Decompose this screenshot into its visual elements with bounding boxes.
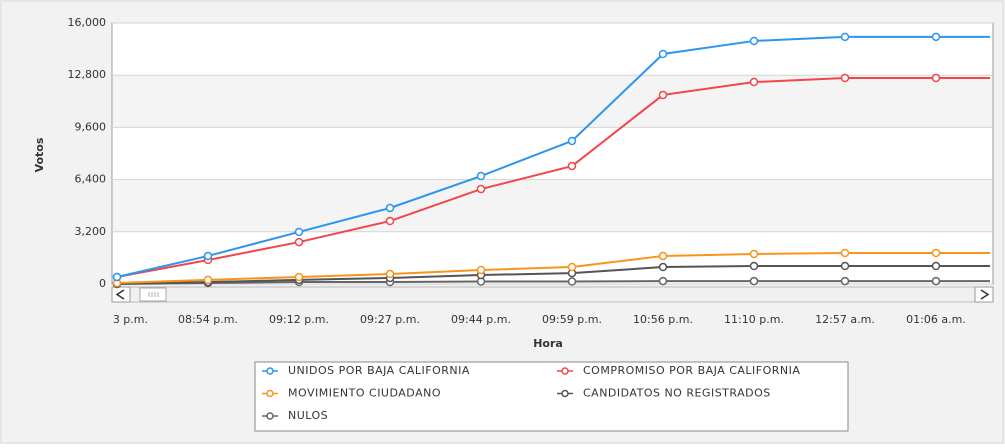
data-point [933, 263, 940, 270]
x-tick-label: 09:12 p.m. [269, 313, 329, 326]
plot-band [113, 75, 992, 127]
scroll-thumb[interactable] [140, 288, 166, 301]
x-tick-label: 10:56 p.m. [633, 313, 693, 326]
legend-label: UNIDOS POR BAJA CALIFORNIA [288, 364, 470, 377]
data-point [387, 218, 394, 225]
data-point [478, 186, 485, 193]
data-point [569, 137, 576, 144]
x-tick-label: 3 p.m. [113, 313, 148, 326]
legend-label: COMPROMISO POR BAJA CALIFORNIA [583, 364, 800, 377]
data-point [205, 276, 212, 283]
y-tick-label: 0 [99, 277, 106, 290]
data-point [660, 278, 667, 285]
data-point [933, 250, 940, 257]
data-point [842, 33, 849, 40]
data-point [569, 264, 576, 271]
data-point [296, 228, 303, 235]
data-point [660, 91, 667, 98]
data-point [387, 271, 394, 278]
legend-marker [562, 391, 568, 397]
data-point [842, 250, 849, 257]
x-tick-label: 09:27 p.m. [360, 313, 420, 326]
x-tick-label: 01:06 a.m. [906, 313, 966, 326]
data-point [842, 263, 849, 270]
y-tick-label: 12,800 [68, 68, 107, 81]
data-point [751, 278, 758, 285]
legend-marker [267, 413, 273, 419]
scroll-right[interactable] [975, 287, 993, 302]
x-tick-label: 11:10 p.m. [724, 313, 784, 326]
data-point [751, 250, 758, 257]
legend-marker [267, 391, 273, 397]
scroll-track[interactable] [112, 287, 993, 302]
data-point [933, 33, 940, 40]
legend-label: MOVIMIENTO CIUDADANO [288, 387, 441, 400]
legend-marker [562, 368, 568, 374]
data-point [205, 252, 212, 259]
data-point [933, 74, 940, 81]
y-tick-label: 3,200 [75, 225, 107, 238]
legend-label: NULOS [288, 409, 328, 422]
data-point [478, 266, 485, 273]
data-point [660, 252, 667, 259]
x-tick-label: 09:59 p.m. [542, 313, 602, 326]
data-point [842, 74, 849, 81]
data-point [751, 263, 758, 270]
data-point [387, 204, 394, 211]
data-point [569, 163, 576, 170]
data-point [296, 273, 303, 280]
scrollbar[interactable] [112, 287, 993, 302]
data-point [751, 79, 758, 86]
data-point [478, 173, 485, 180]
data-point [569, 278, 576, 285]
data-point [660, 50, 667, 57]
y-tick-label: 6,400 [75, 173, 107, 186]
data-point [751, 37, 758, 44]
y-tick-label: 9,600 [75, 120, 107, 133]
scroll-left[interactable] [112, 287, 130, 302]
data-point [296, 239, 303, 246]
x-axis-label: Hora [533, 337, 563, 350]
plot-area [112, 23, 993, 284]
x-tick-label: 08:54 p.m. [178, 313, 238, 326]
y-tick-label: 16,000 [68, 16, 107, 29]
legend-label: CANDIDATOS NO REGISTRADOS [583, 387, 771, 400]
data-point [660, 264, 667, 271]
x-tick-label: 09:44 p.m. [451, 313, 511, 326]
data-point [114, 273, 121, 280]
data-point [933, 278, 940, 285]
x-tick-label: 12:57 a.m. [815, 313, 875, 326]
plot-band [113, 180, 992, 232]
y-axis-label: Votos [33, 137, 46, 172]
data-point [842, 278, 849, 285]
legend-marker [267, 368, 273, 374]
